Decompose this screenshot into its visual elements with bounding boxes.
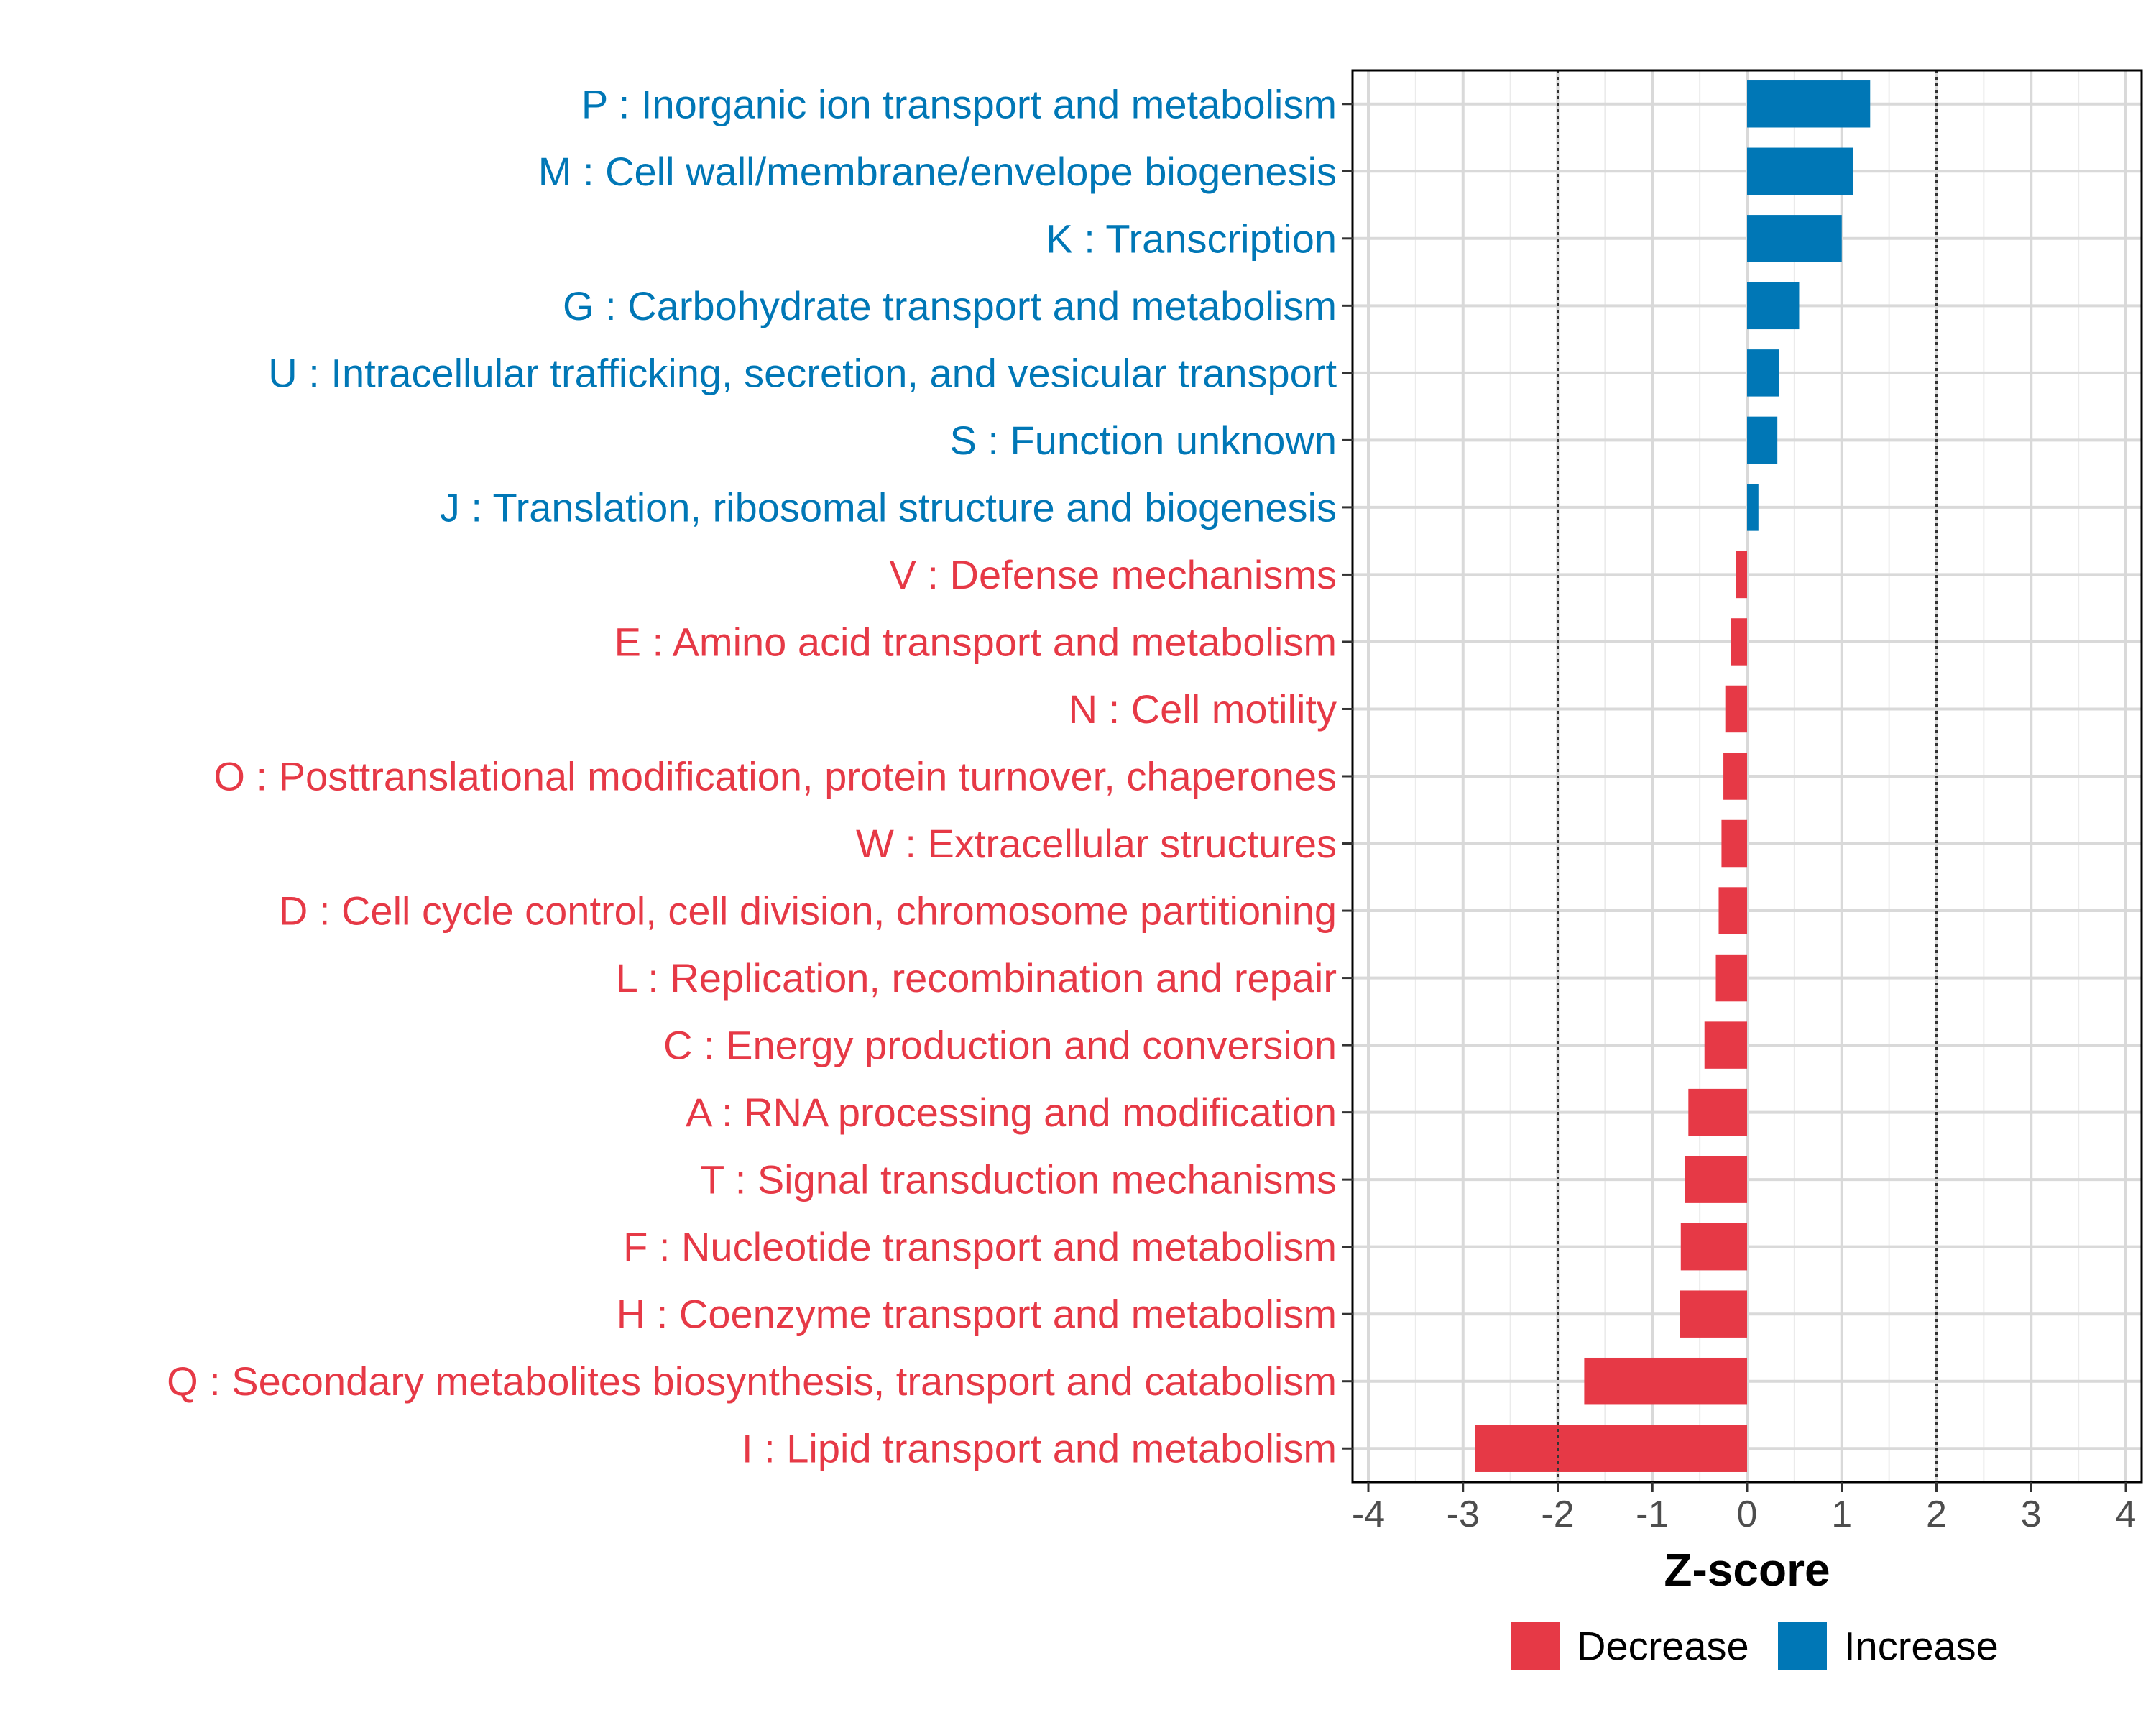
category-label: C : Energy production and conversion <box>663 1023 1337 1068</box>
bar <box>1731 618 1747 666</box>
bar <box>1584 1357 1747 1405</box>
bar <box>1747 215 1842 262</box>
category-label: F : Nucleotide transport and metabolism <box>623 1224 1337 1269</box>
bar <box>1747 416 1778 464</box>
legend-label-increase: Increase <box>1844 1624 1999 1669</box>
x-tick-label: 3 <box>2021 1494 2042 1535</box>
x-axis-title: Z-score <box>1664 1544 1830 1596</box>
legend-swatch-decrease <box>1511 1622 1560 1670</box>
category-label: U : Intracellular trafficking, secretion… <box>268 350 1337 395</box>
category-label: Q : Secondary metabolites biosynthesis, … <box>167 1358 1337 1404</box>
bar <box>1747 282 1800 330</box>
category-label: W : Extracellular structures <box>856 821 1337 866</box>
category-label: S : Function unknown <box>949 418 1337 463</box>
bar <box>1718 887 1747 934</box>
x-tick-label: -3 <box>1447 1494 1480 1535</box>
bar <box>1723 753 1747 800</box>
category-label: L : Replication, recombination and repai… <box>616 955 1337 1000</box>
x-tick-label: 4 <box>2116 1494 2137 1535</box>
x-tick-label: -2 <box>1541 1494 1574 1535</box>
bar <box>1680 1290 1747 1338</box>
bar <box>1725 685 1747 733</box>
category-label: H : Coenzyme transport and metabolism <box>617 1292 1337 1337</box>
category-label: M : Cell wall/membrane/envelope biogenes… <box>538 149 1337 194</box>
category-label: G : Carbohydrate transport and metabolis… <box>563 283 1337 328</box>
legend-label-decrease: Decrease <box>1577 1624 1749 1669</box>
x-tick-label: 2 <box>1926 1494 1947 1535</box>
x-tick-label: 1 <box>1831 1494 1852 1535</box>
bar <box>1747 349 1779 397</box>
category-label: N : Cell motility <box>1069 686 1337 732</box>
category-label: V : Defense mechanisms <box>890 552 1337 597</box>
category-label: E : Amino acid transport and metabolism <box>614 619 1337 664</box>
category-label: P : Inorganic ion transport and metaboli… <box>581 81 1337 126</box>
bar <box>1747 147 1853 196</box>
x-tick-label: 0 <box>1737 1494 1758 1535</box>
bar <box>1475 1425 1747 1472</box>
bar <box>1685 1156 1747 1203</box>
bar <box>1704 1021 1747 1069</box>
bar <box>1721 819 1747 868</box>
category-label: I : Lipid transport and metabolism <box>742 1426 1337 1471</box>
bar <box>1747 484 1759 531</box>
x-tick-label: -4 <box>1352 1494 1385 1535</box>
category-label: O : Posttranslational modification, prot… <box>213 754 1337 799</box>
category-label: K : Transcription <box>1046 216 1337 261</box>
bar <box>1747 80 1871 128</box>
bar <box>1688 1088 1747 1136</box>
category-label: J : Translation, ribosomal structure and… <box>440 484 1337 530</box>
category-label: T : Signal transduction mechanisms <box>700 1157 1337 1202</box>
x-tick-label: -1 <box>1636 1494 1669 1535</box>
bar <box>1736 551 1747 599</box>
bar <box>1680 1223 1747 1271</box>
legend-swatch-increase <box>1778 1622 1827 1670</box>
category-label: A : RNA processing and modification <box>686 1090 1337 1135</box>
category-label: D : Cell cycle control, cell division, c… <box>279 888 1337 934</box>
bar <box>1715 954 1747 1002</box>
